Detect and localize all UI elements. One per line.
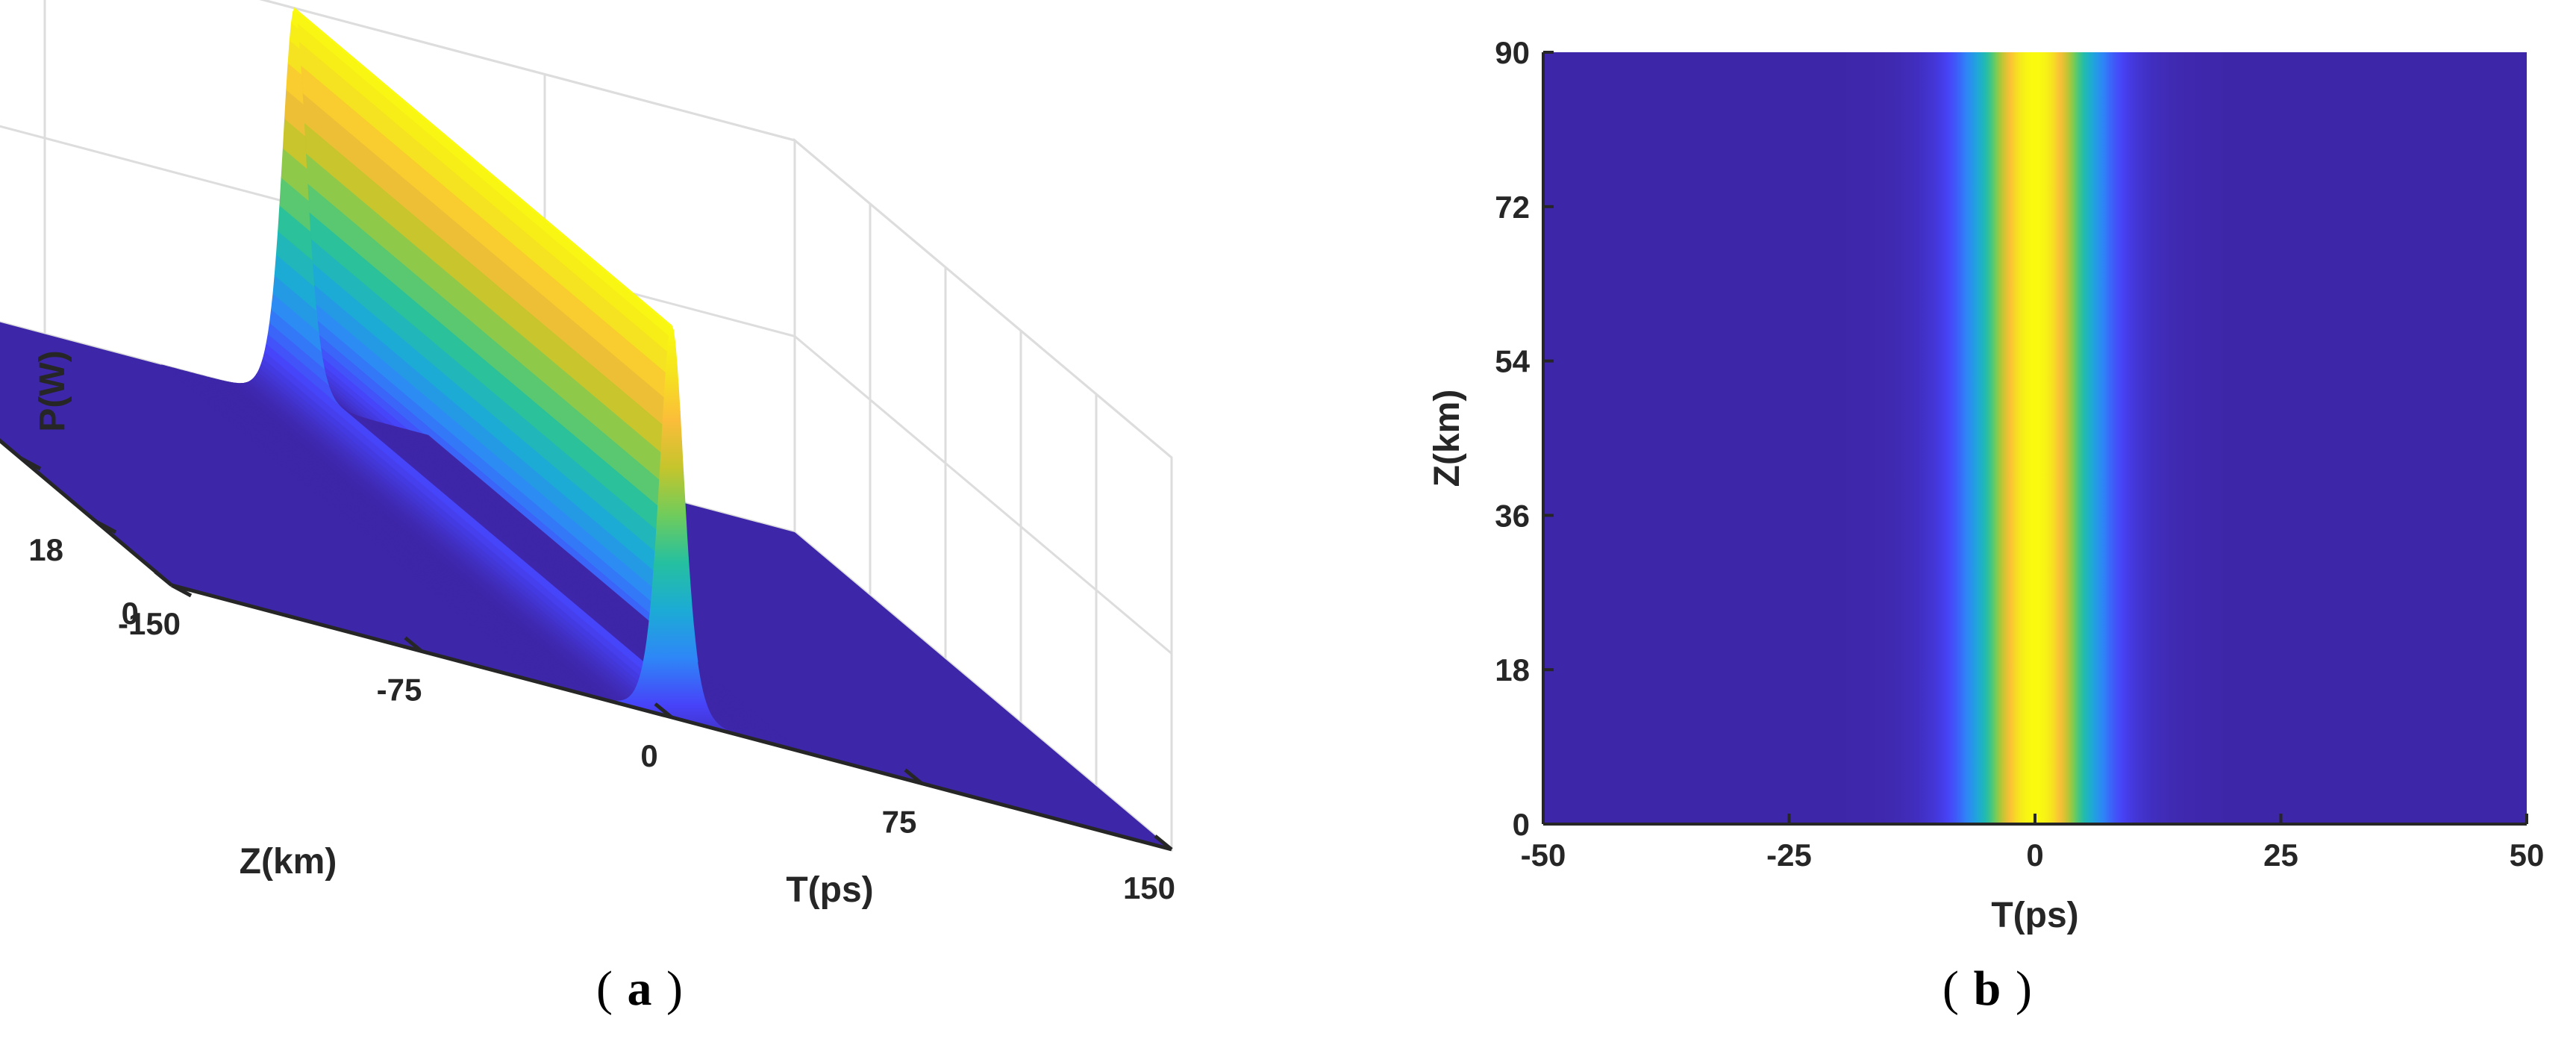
panel-b-ylabel: Z(km) — [1428, 390, 1467, 487]
x-tick-mark — [904, 768, 923, 785]
x-tick-label: 50 — [2510, 837, 2545, 873]
panel-b-tag-letter: b — [1974, 961, 2001, 1016]
y-tick-label: 54 — [1495, 344, 1530, 379]
surface-front-face — [538, 325, 805, 753]
y-tick-label: 0 — [122, 596, 139, 631]
y-tick-label: 90 — [1495, 35, 1530, 70]
svg-text:): ) — [666, 961, 683, 1016]
x-tick-label: -75 — [377, 673, 422, 708]
y-axis-line — [0, 438, 173, 587]
x-tick-mark — [654, 702, 673, 719]
x-tick-label: 75 — [882, 805, 917, 840]
y-tick-label: 18 — [1495, 652, 1530, 687]
panel-a-tick-labels: -150-750751500183654729000.51 — [28, 532, 1175, 905]
x-tick-mark — [404, 636, 423, 653]
y-tick-mark — [95, 520, 117, 534]
y-tick-label: 72 — [1495, 190, 1530, 225]
y-tick-mark — [170, 583, 193, 598]
x-tick-label: 0 — [640, 738, 657, 773]
panel-a-xlabel: T(ps) — [786, 870, 873, 910]
grid-line — [794, 139, 1172, 459]
panel-a-surface-chart: -150-750751500183654729000.51 P(W) Z(km)… — [0, 0, 1175, 910]
panel-b-heatmap-chart: -50 -25 0 25 50 0 18 36 54 72 90 Z(km) T(ps) — [1428, 35, 2544, 935]
y-tick-mark — [19, 456, 42, 471]
x-tick-label: 0 — [2026, 837, 2043, 873]
panel-a-axes — [0, 438, 1173, 852]
panel-b-xlabel: T(ps) — [1991, 896, 2078, 935]
panel-a-ylabel: Z(km) — [240, 842, 337, 882]
x-tick-label: -150 — [118, 606, 181, 641]
x-tick-mark — [154, 570, 173, 587]
panel-b-heatmap-field — [1543, 52, 2527, 824]
y-tick-label: 36 — [1495, 498, 1530, 533]
panel-a-tag: ( a ) — [596, 961, 683, 1016]
svg-text:(: ( — [596, 961, 613, 1016]
y-tick-label: 18 — [28, 532, 63, 567]
x-tick-mark — [1154, 835, 1173, 851]
panel-b-axes — [1542, 51, 2528, 826]
y-tick-label: 0 — [1513, 807, 1530, 842]
grid-line — [794, 335, 1172, 655]
svg-text:): ) — [2016, 961, 2032, 1016]
panel-b-tick-labels: -50 -25 0 25 50 0 18 36 54 72 90 — [1495, 35, 2544, 873]
panel-a-surface — [0, 7, 1172, 849]
x-tick-label: -25 — [1766, 837, 1812, 873]
x-tick-label: -50 — [1521, 837, 1566, 873]
svg-text:(: ( — [1942, 961, 1959, 1016]
panel-a-zlabel: P(W) — [33, 350, 72, 431]
x-tick-label: 150 — [1123, 870, 1175, 905]
panel-a-tag-letter: a — [628, 961, 652, 1016]
panel-b-tag: ( b ) — [1942, 961, 2032, 1016]
x-tick-label: 25 — [2263, 837, 2298, 873]
